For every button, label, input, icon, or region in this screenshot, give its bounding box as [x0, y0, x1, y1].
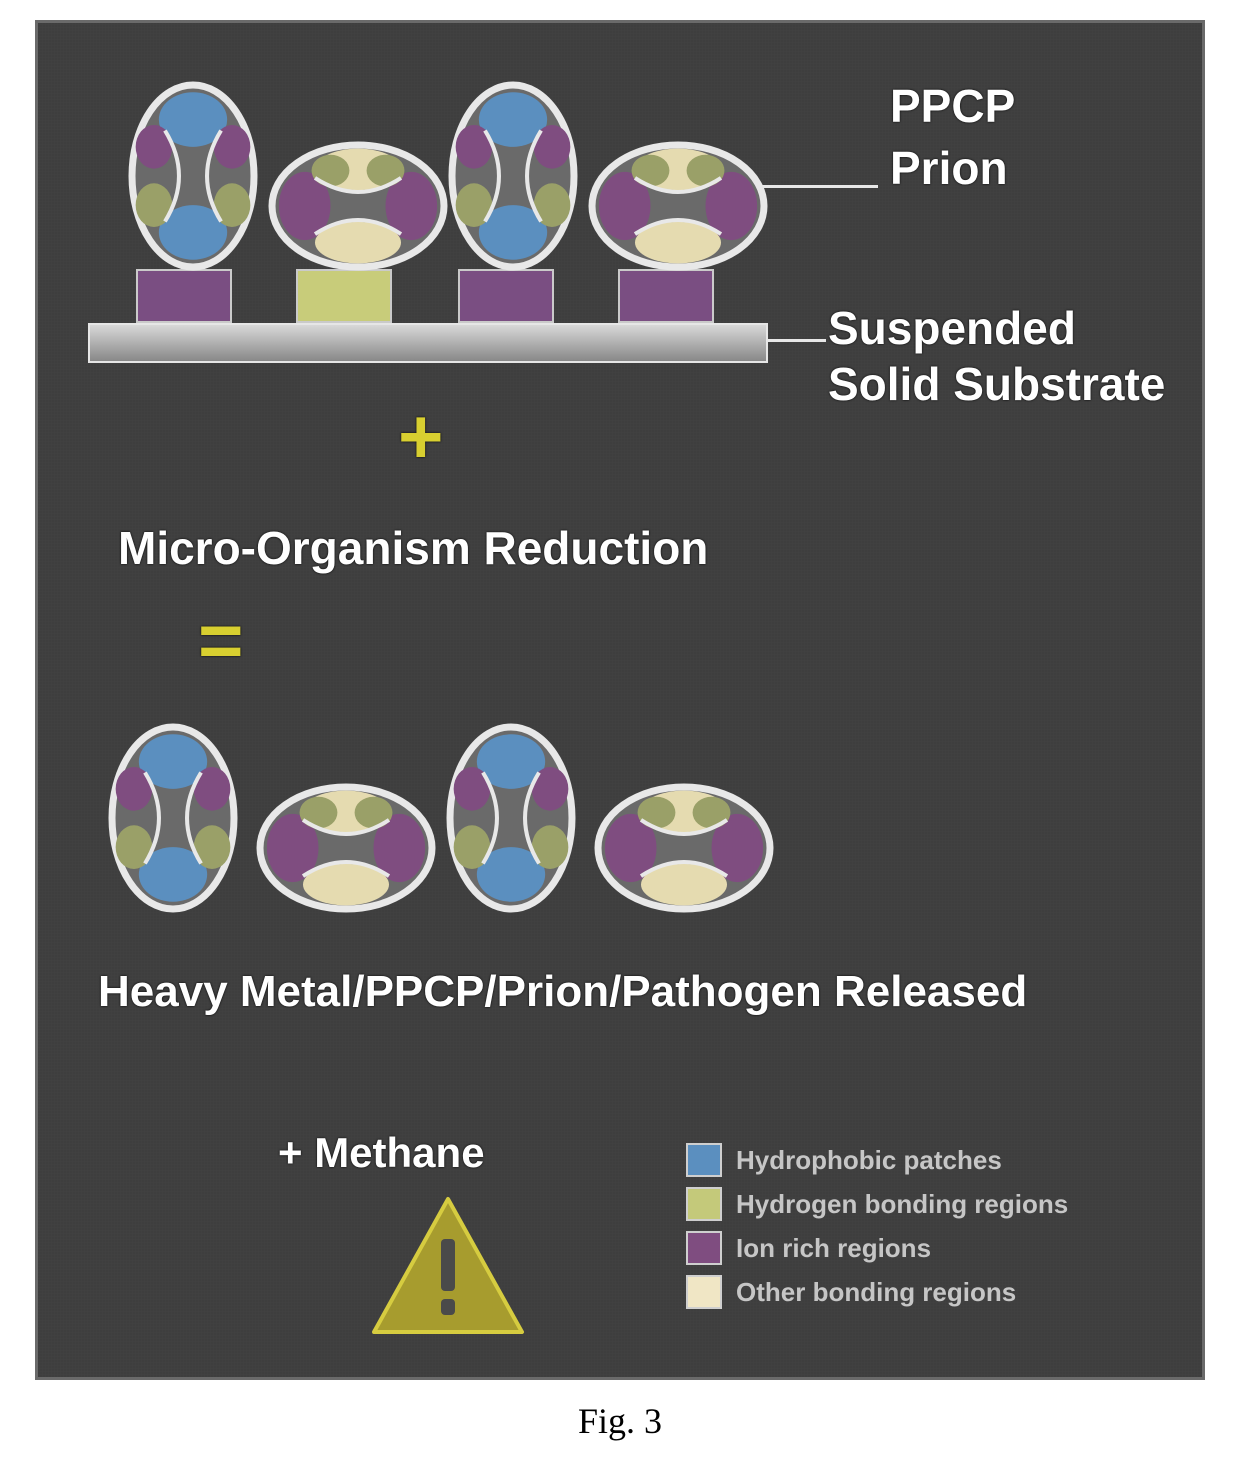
- callout-line-substrate: [766, 339, 826, 342]
- label-micro-organism: Micro-Organism Reduction: [118, 521, 708, 575]
- prion-bottom-3: [446, 723, 576, 913]
- label-suspended-1: Suspended: [828, 301, 1076, 355]
- binding-block-2: [296, 269, 392, 323]
- diagram-panel: PPCP Prion Suspended Solid Substrate: [35, 20, 1205, 1380]
- legend-text-1: Hydrophobic patches: [736, 1145, 1002, 1176]
- legend-text-2: Hydrogen bonding regions: [736, 1189, 1068, 1220]
- prion-top-1: [128, 81, 258, 271]
- binding-block-3: [458, 269, 554, 323]
- legend: Hydrophobic patches Hydrogen bonding reg…: [686, 1143, 1068, 1319]
- label-ppcp: PPCP: [890, 79, 1015, 133]
- label-prion: Prion: [890, 141, 1008, 195]
- callout-line-ppcp: [758, 185, 878, 188]
- prion-top-3: [448, 81, 578, 271]
- prion-top-4: [588, 141, 768, 271]
- warning-triangle-icon: [368, 1193, 528, 1343]
- prion-bottom-4: [594, 783, 774, 913]
- prion-top-2: [268, 141, 448, 271]
- binding-block-4: [618, 269, 714, 323]
- legend-text-4: Other bonding regions: [736, 1277, 1016, 1308]
- legend-swatch-2: [686, 1187, 722, 1221]
- equals-symbol: =: [198, 595, 244, 686]
- label-methane: + Methane: [278, 1129, 485, 1177]
- prion-bottom-2: [256, 783, 436, 913]
- legend-row-2: Hydrogen bonding regions: [686, 1187, 1068, 1221]
- legend-swatch-4: [686, 1275, 722, 1309]
- plus-symbol: +: [398, 391, 444, 482]
- binding-block-1: [136, 269, 232, 323]
- label-suspended-2: Solid Substrate: [828, 357, 1165, 411]
- legend-row-1: Hydrophobic patches: [686, 1143, 1068, 1177]
- label-released: Heavy Metal/PPCP/Prion/Pathogen Released: [98, 967, 1027, 1017]
- figure-caption: Fig. 3: [578, 1400, 662, 1442]
- legend-swatch-3: [686, 1231, 722, 1265]
- legend-swatch-1: [686, 1143, 722, 1177]
- legend-row-3: Ion rich regions: [686, 1231, 1068, 1265]
- legend-text-3: Ion rich regions: [736, 1233, 931, 1264]
- legend-row-4: Other bonding regions: [686, 1275, 1068, 1309]
- substrate-bar: [88, 323, 768, 363]
- prion-bottom-1: [108, 723, 238, 913]
